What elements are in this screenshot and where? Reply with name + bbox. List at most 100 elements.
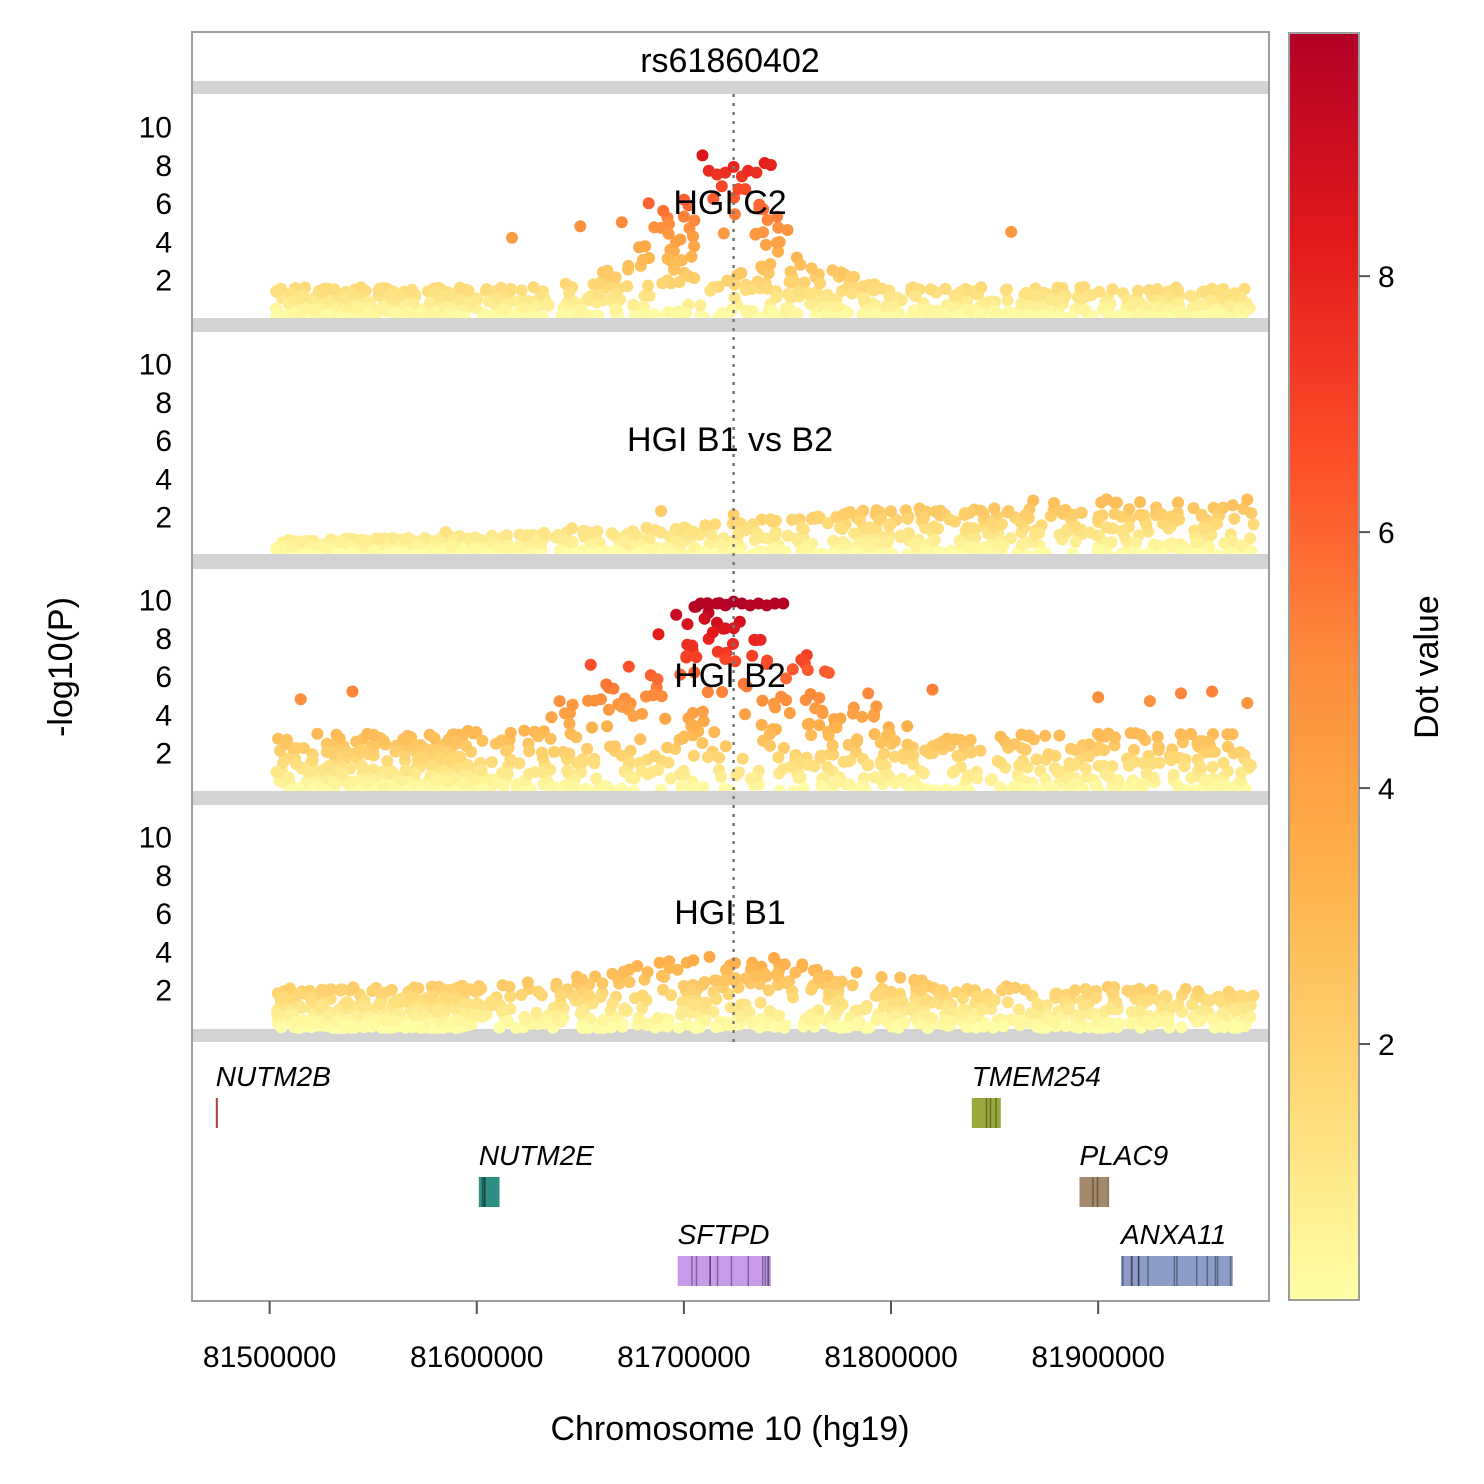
y-axis-title: -log10(P) <box>42 597 80 737</box>
data-point <box>1008 738 1021 751</box>
data-point <box>771 968 784 981</box>
data-point <box>1194 1014 1207 1027</box>
data-point <box>555 308 568 321</box>
data-point <box>577 527 590 540</box>
data-point <box>1008 780 1021 793</box>
data-point <box>558 533 571 546</box>
data-point <box>566 698 579 711</box>
data-point <box>755 718 768 731</box>
data-point <box>877 1000 890 1013</box>
data-point <box>670 608 683 621</box>
data-point <box>963 746 976 759</box>
data-point <box>597 1014 610 1027</box>
gene-label: PLAC9 <box>1080 1140 1169 1171</box>
data-point <box>271 1008 284 1020</box>
gene-exon <box>709 1256 711 1286</box>
data-point <box>942 1004 955 1017</box>
data-point <box>769 529 782 542</box>
data-point <box>501 768 514 781</box>
data-point <box>1217 1021 1230 1034</box>
data-point <box>772 221 785 234</box>
data-point <box>1175 687 1187 700</box>
data-point <box>727 508 740 521</box>
data-point <box>313 1000 326 1012</box>
data-point <box>838 508 851 521</box>
data-point <box>850 966 863 979</box>
data-point <box>678 768 691 781</box>
gene-exon <box>1122 1256 1124 1286</box>
data-point <box>385 983 398 996</box>
data-point <box>895 529 908 542</box>
data-point <box>492 540 505 553</box>
data-point <box>618 965 630 978</box>
data-point <box>1051 281 1064 294</box>
data-point <box>577 1021 590 1034</box>
data-point <box>729 957 741 969</box>
data-point <box>1186 998 1199 1011</box>
data-point <box>574 220 587 233</box>
gene-exon <box>709 1256 711 1286</box>
y-tick-label: 8 <box>155 150 172 183</box>
data-point <box>1192 985 1204 998</box>
data-point <box>1193 760 1206 773</box>
data-point <box>919 521 932 534</box>
data-point <box>1109 731 1121 744</box>
data-point <box>705 528 718 541</box>
data-point <box>729 972 742 985</box>
data-point <box>606 997 619 1010</box>
y-tick-label: 4 <box>155 226 172 259</box>
data-point <box>984 995 997 1008</box>
data-point <box>870 504 883 517</box>
data-point <box>648 221 661 234</box>
data-point <box>804 297 817 310</box>
data-point <box>449 993 462 1005</box>
data-point <box>799 542 812 555</box>
data-point <box>687 230 699 243</box>
data-point <box>628 527 641 540</box>
data-point <box>318 282 331 295</box>
gene-exon <box>1131 1256 1133 1286</box>
data-point <box>1247 518 1260 531</box>
data-point <box>503 980 516 993</box>
gene-exon <box>1173 1256 1176 1286</box>
data-point <box>1164 510 1177 523</box>
data-point <box>530 1006 543 1019</box>
data-point <box>443 308 456 321</box>
data-point <box>1160 991 1173 1004</box>
data-point <box>1043 781 1055 794</box>
data-point <box>961 769 974 782</box>
data-point <box>422 745 435 757</box>
data-point <box>780 302 793 315</box>
data-point <box>764 159 777 171</box>
data-point <box>1123 985 1136 998</box>
data-point <box>1206 1012 1219 1025</box>
data-point <box>724 1001 737 1014</box>
data-point <box>669 743 682 755</box>
x-tick-label: 81600000 <box>410 1341 543 1374</box>
data-point <box>295 304 308 316</box>
data-point <box>719 740 732 753</box>
data-point <box>1228 1004 1241 1017</box>
data-point <box>1106 760 1119 773</box>
data-point <box>885 299 898 312</box>
data-point <box>535 766 548 779</box>
y-tick-label: 10 <box>139 585 172 618</box>
data-point <box>542 298 555 311</box>
data-point <box>609 302 622 315</box>
gene-plac9: PLAC9 <box>1079 1140 1169 1207</box>
data-point <box>851 1019 864 1032</box>
data-point <box>1092 1013 1104 1026</box>
data-point <box>1083 738 1096 751</box>
gene-tmem254: TMEM254 <box>971 1061 1101 1128</box>
y-tick-label: 4 <box>155 699 172 732</box>
data-point <box>746 283 758 295</box>
data-point <box>979 1019 992 1032</box>
data-point <box>801 664 814 676</box>
data-point <box>1203 994 1216 1007</box>
data-point <box>674 668 687 681</box>
data-point <box>1090 991 1103 1004</box>
data-point <box>582 694 595 707</box>
x-tick-label: 81500000 <box>203 1341 336 1374</box>
data-point <box>1090 780 1102 793</box>
data-point <box>646 765 659 778</box>
